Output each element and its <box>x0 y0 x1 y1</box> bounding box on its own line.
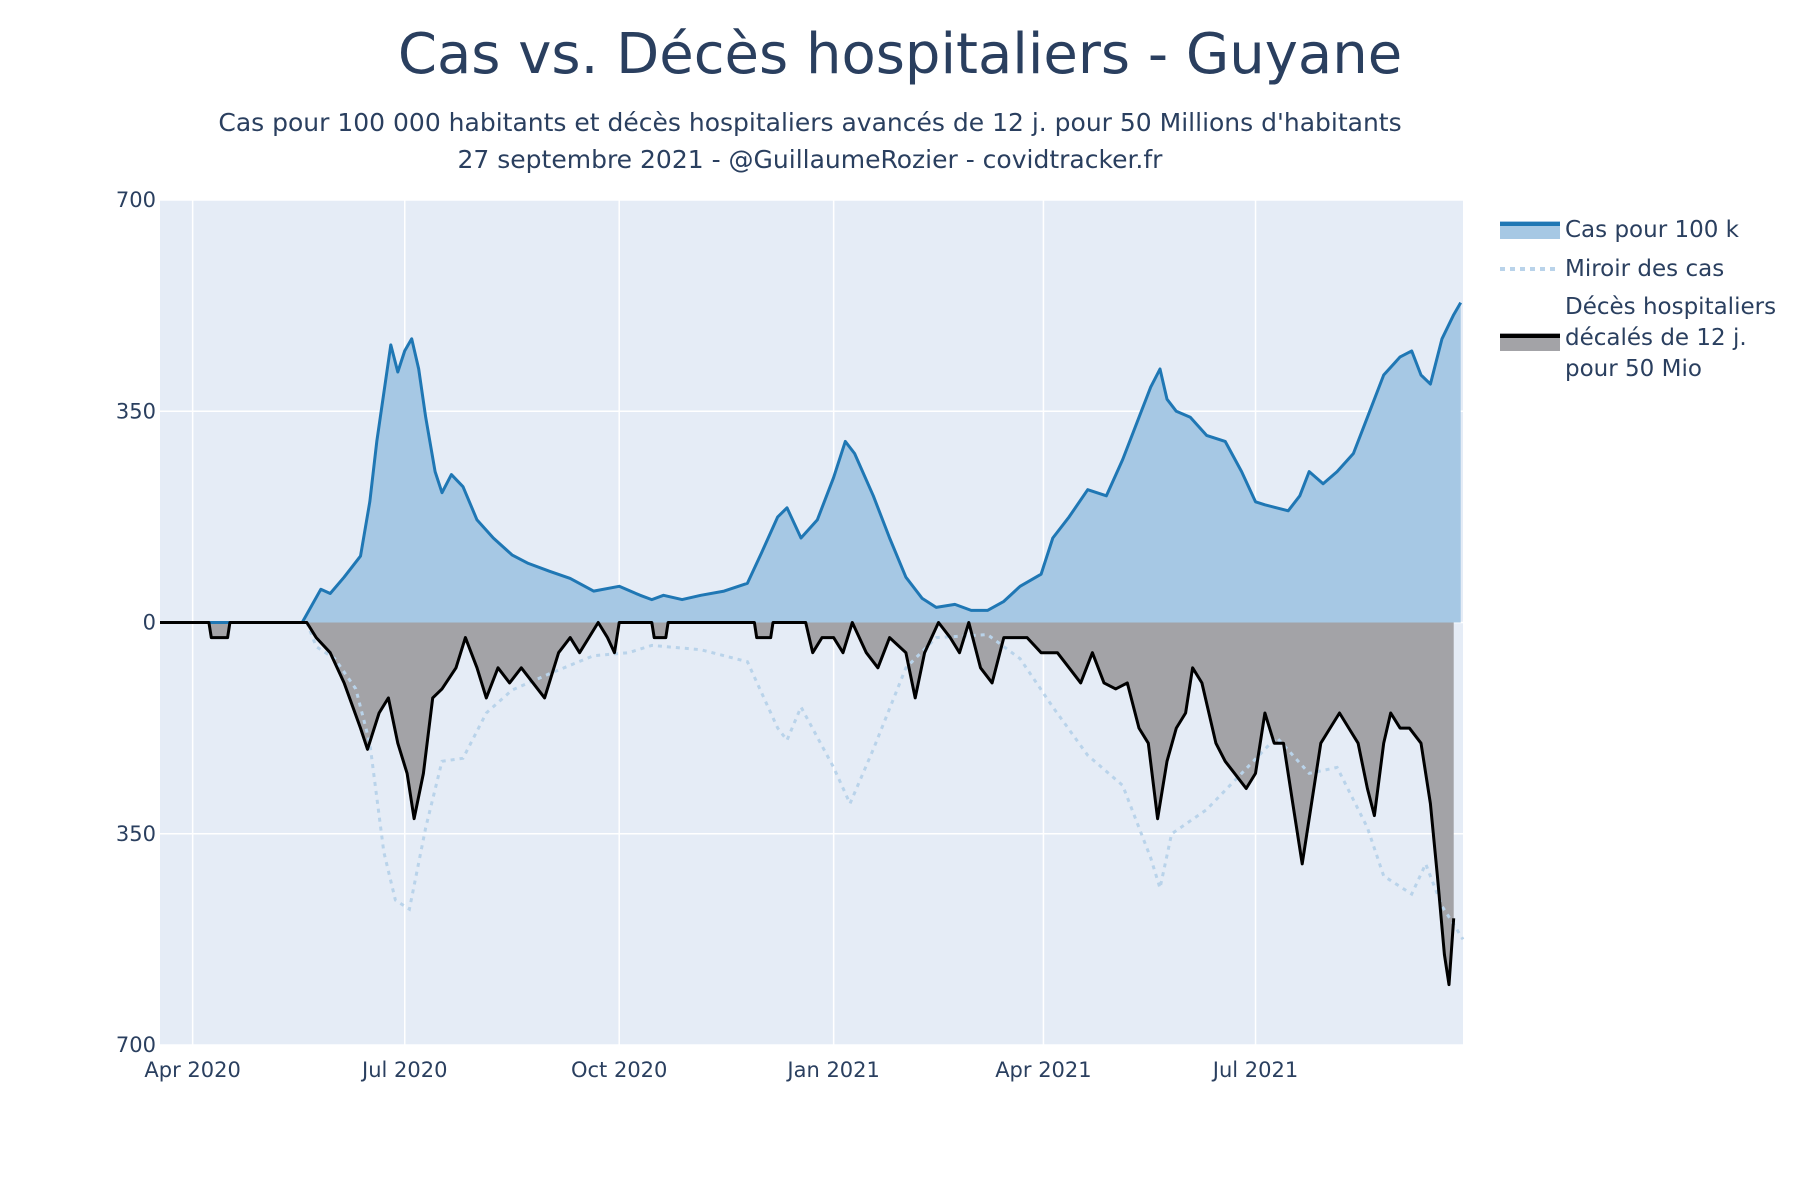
x-tick-label: Apr 2020 <box>144 1058 240 1082</box>
series-lines <box>160 301 1465 987</box>
x-tick-label: Jul 2020 <box>360 1058 447 1082</box>
y-tick-label: 0 <box>143 611 156 635</box>
y-tick-label: 700 <box>116 1033 156 1057</box>
legend-deaths-label-2[interactable]: décalés de 12 j. <box>1565 325 1747 351</box>
legend-cases-label[interactable]: Cas pour 100 k <box>1565 217 1739 243</box>
cases-area <box>160 302 1461 623</box>
y-tick-label: 700 <box>116 188 156 212</box>
x-tick-label: Jan 2021 <box>785 1058 880 1082</box>
y-tick-label: 350 <box>116 822 156 846</box>
deaths-area <box>160 622 1454 985</box>
x-tick-label: Apr 2021 <box>995 1058 1091 1082</box>
deaths-line <box>160 621 1456 987</box>
x-tick-label: Jul 2021 <box>1211 1058 1298 1082</box>
y-axis-ticks: 700 350 0 350 700 <box>116 188 156 1057</box>
chart-subtitle-line1: Cas pour 100 000 habitants et décès hosp… <box>218 108 1402 137</box>
chart-title: Cas vs. Décès hospitaliers - Guyane <box>397 22 1403 87</box>
chart-subtitle-line2: 27 septembre 2021 - @GuillaumeRozier - c… <box>457 145 1163 174</box>
x-tick-label: Oct 2020 <box>571 1058 667 1082</box>
series-areas <box>160 302 1461 985</box>
legend-deaths-label-1[interactable]: Décès hospitaliers <box>1565 294 1777 320</box>
cases-line <box>160 301 1462 624</box>
legend-mirror-label[interactable]: Miroir des cas <box>1565 256 1725 282</box>
legend[interactable] <box>1500 221 1560 351</box>
legend-deaths-label-3[interactable]: pour 50 Mio <box>1565 356 1702 382</box>
x-axis-ticks: Apr 2020 Jul 2020 Oct 2020 Jan 2021 Apr 2021… <box>144 1058 1298 1082</box>
mirror-line <box>305 621 1465 941</box>
y-tick-label: 350 <box>116 399 156 423</box>
